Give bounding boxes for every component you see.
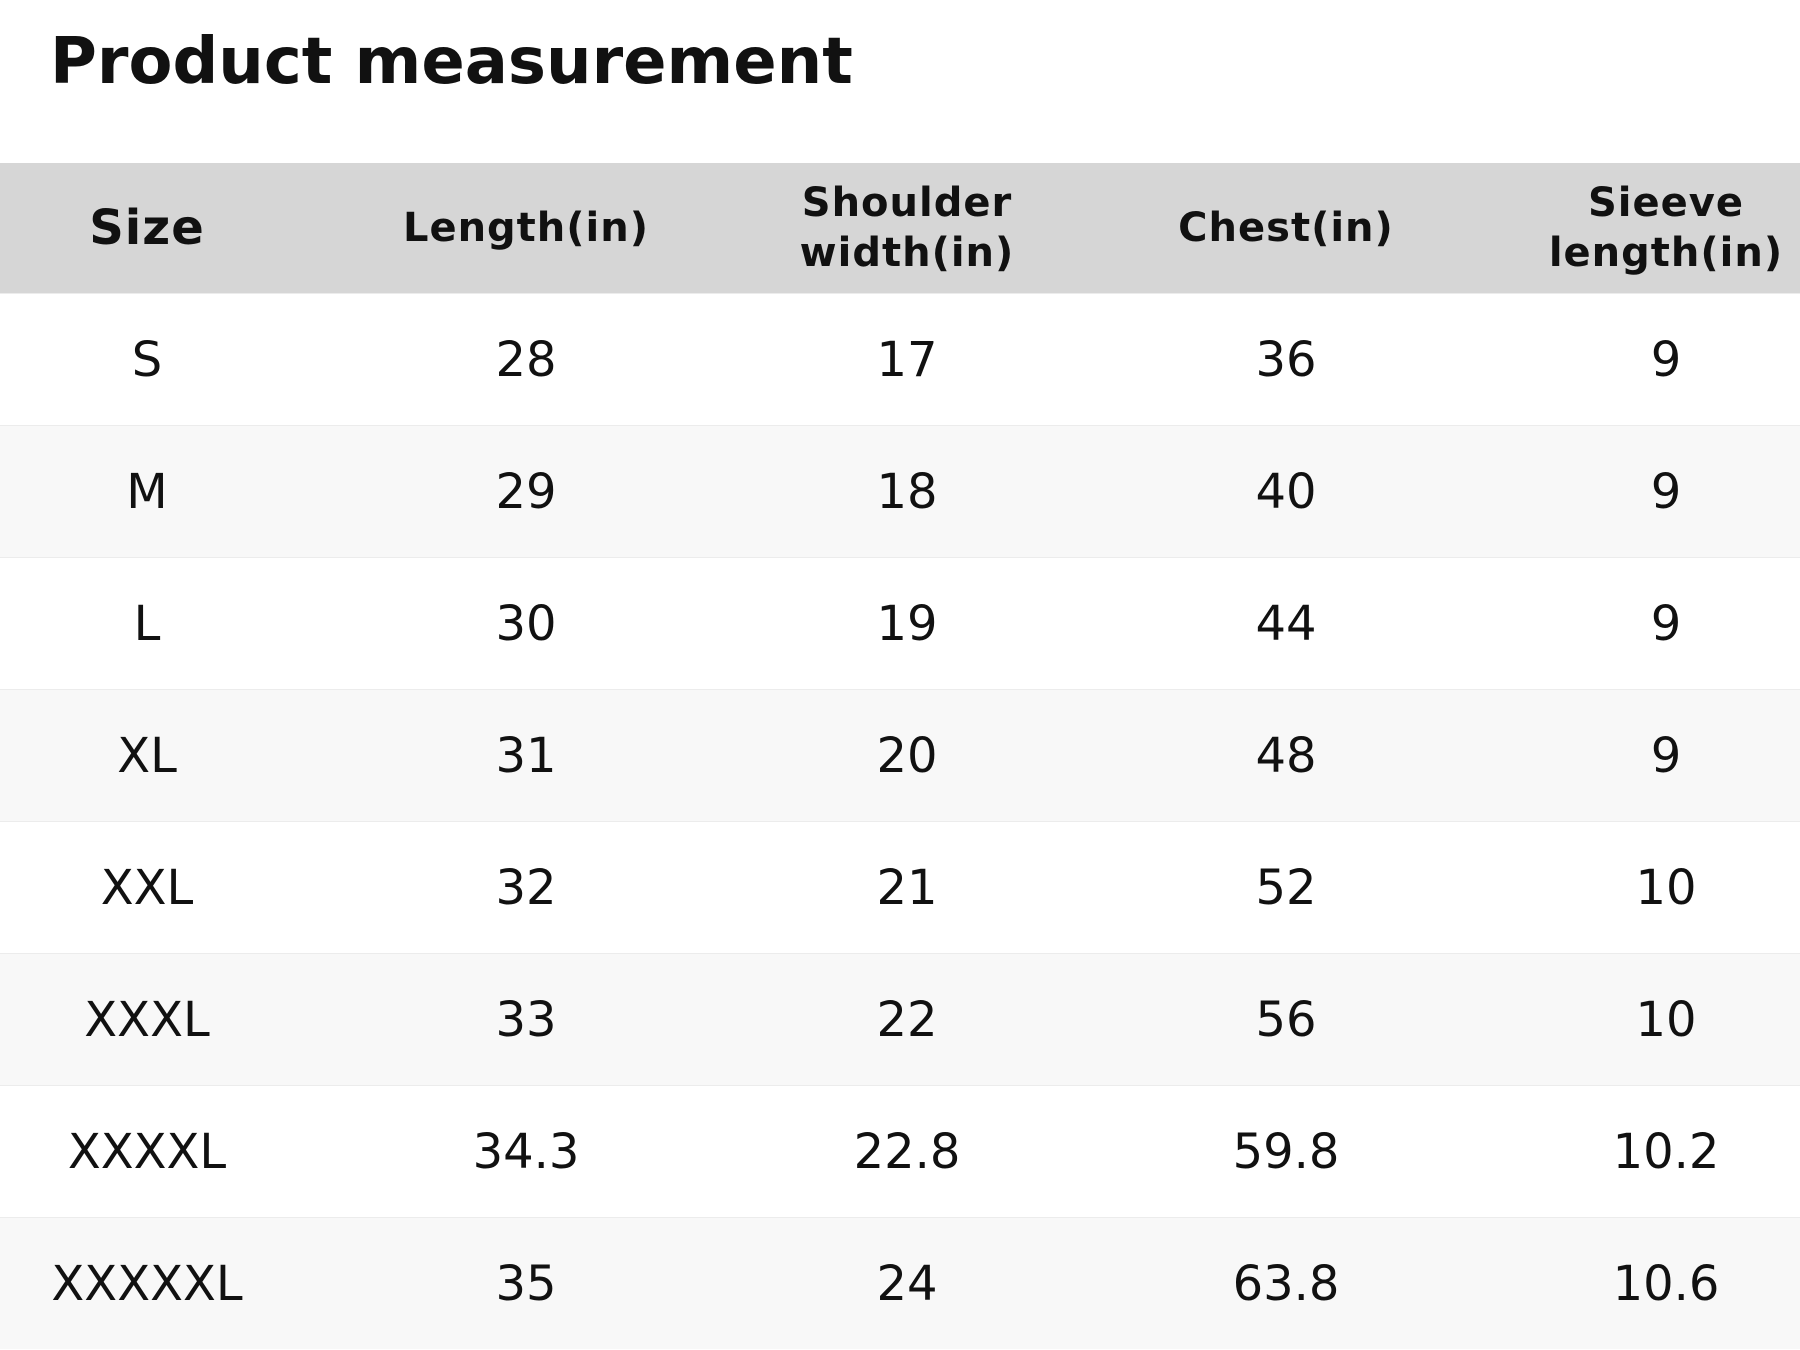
header-cell: Length(in) [402,205,650,251]
table-cell: 10 [1635,991,1697,1048]
table-cell: 52 [1255,859,1317,916]
table-cell: 21 [876,859,938,916]
table-row: L 30 19 44 9 [0,557,1800,689]
table-row: XL 31 20 48 9 [0,689,1800,821]
table-cell: XXL [100,859,194,916]
table-cell: XXXL [84,991,210,1048]
table-cell: 28 [495,331,557,388]
table-cell: M [126,463,168,520]
table-cell: 20 [876,727,938,784]
table-cell: 22 [876,991,938,1048]
table-header: Size Length(in) Shoulder width(in) Chest(in… [0,163,1800,293]
table-cell: 40 [1255,463,1317,520]
table-cell: 59.8 [1232,1123,1340,1180]
table-cell: S [131,331,163,388]
table-cell: 35 [495,1255,557,1312]
header-cell: Size [89,200,205,256]
header-cell: Sieeve length(in) [1548,180,1784,276]
table-cell: 48 [1255,727,1317,784]
table-cell: 17 [876,331,938,388]
table-cell: 44 [1255,595,1317,652]
page-title: Product measurement [50,25,853,99]
table-cell: 10.6 [1612,1255,1720,1312]
table-cell: 30 [495,595,557,652]
table-cell: 29 [495,463,557,520]
table-cell: XXXXXL [51,1255,243,1312]
table-cell: 31 [495,727,557,784]
table-row: XXL 32 21 52 10 [0,821,1800,953]
table-cell: 36 [1255,331,1317,388]
table-cell: 10 [1635,859,1697,916]
table-row: XXXXXL 35 24 63.8 10.6 [0,1217,1800,1349]
table-cell: 63.8 [1232,1255,1340,1312]
table-cell: 10.2 [1612,1123,1720,1180]
table-cell: 34.3 [472,1123,580,1180]
table-cell: 9 [1650,331,1682,388]
header-cell: Shoulder width(in) [799,180,1015,276]
table-cell: 24 [876,1255,938,1312]
table-cell: XXXXL [67,1123,227,1180]
table-cell: 9 [1650,463,1682,520]
table-row: XXXXL 34.3 22.8 59.8 10.2 [0,1085,1800,1217]
table-row: XXXL 33 22 56 10 [0,953,1800,1085]
table-cell: 32 [495,859,557,916]
table-cell: 33 [495,991,557,1048]
table-cell: 9 [1650,727,1682,784]
table-cell: 56 [1255,991,1317,1048]
table-cell: 22.8 [853,1123,961,1180]
table-cell: 19 [876,595,938,652]
table-cell: 9 [1650,595,1682,652]
header-cell: Chest(in) [1178,205,1394,251]
table-cell: 18 [876,463,938,520]
table-row: M 29 18 40 9 [0,425,1800,557]
table-cell: L [133,595,161,652]
table-cell: XL [117,727,177,784]
table-row: S 28 17 36 9 [0,293,1800,425]
